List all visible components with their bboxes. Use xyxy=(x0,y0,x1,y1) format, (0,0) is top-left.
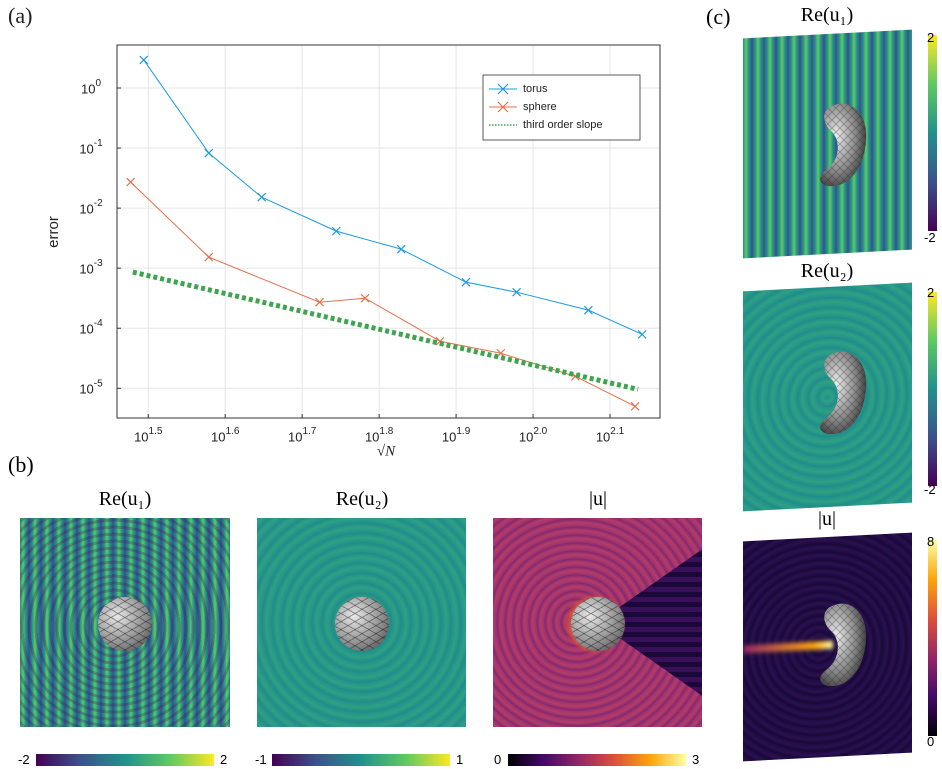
y-tick-label: 10-5 xyxy=(79,378,103,397)
field-image xyxy=(743,29,912,259)
field-image xyxy=(493,518,702,727)
data-point xyxy=(396,244,406,254)
data-point xyxy=(204,148,214,158)
data-point xyxy=(360,293,370,303)
chart: (a) error √N 101.5 101.6 101.7 101.8 101.9 10… xyxy=(8,3,661,459)
colorbar xyxy=(272,754,450,766)
series-line xyxy=(130,181,636,407)
colorbar xyxy=(928,35,937,231)
field-image xyxy=(257,518,466,727)
y-tick-label: 10-1 xyxy=(79,138,103,157)
data-point xyxy=(126,177,136,187)
y-tick-label: 10-3 xyxy=(79,258,103,277)
legend-label: torus xyxy=(523,83,548,95)
colorbar-tick-label: -1 xyxy=(255,752,267,767)
colorbar xyxy=(928,292,937,486)
legend-label: third order slope xyxy=(523,119,603,131)
colorbar-tick-label: 1 xyxy=(456,752,464,767)
plot-title: Re(u₁) xyxy=(800,4,854,26)
colorbar-tick-label: 0 xyxy=(927,734,935,749)
data-point xyxy=(461,277,471,287)
series-line xyxy=(132,269,639,392)
colorbar-tick-label: 3 xyxy=(692,752,700,767)
plot-title: |u| xyxy=(817,508,836,530)
field-image xyxy=(743,282,912,512)
colorbar-tick-label: 8 xyxy=(927,534,935,549)
data-point xyxy=(204,252,214,262)
x-tick-label: 101.7 xyxy=(288,426,317,445)
data-point xyxy=(637,329,647,339)
x-axis-label: √N xyxy=(377,443,396,459)
plot-title: Re(u₂) xyxy=(335,488,389,510)
colorbar xyxy=(928,540,937,736)
colorbar xyxy=(508,754,686,766)
field-image xyxy=(20,518,230,727)
data-point xyxy=(139,55,149,65)
panel-label: (b) xyxy=(8,452,34,477)
colorbar-tick-label: 2 xyxy=(927,285,935,300)
legend-marker xyxy=(497,83,509,95)
x-tick-label: 102.1 xyxy=(596,426,625,445)
data-point xyxy=(512,287,522,297)
y-tick-label: 10-2 xyxy=(79,198,103,217)
plot-title: Re(u₁) xyxy=(98,488,152,510)
x-tick-label: 101.9 xyxy=(442,426,471,445)
x-tick-label: 101.5 xyxy=(134,426,163,445)
plot-frame xyxy=(116,44,661,419)
colorbar-tick-label: -2 xyxy=(18,752,30,767)
colorbar-tick-label: 2 xyxy=(927,30,935,45)
data-point xyxy=(331,226,341,236)
y-axis-label: error xyxy=(45,216,62,248)
x-tick-label: 101.6 xyxy=(211,426,240,445)
data-point xyxy=(315,297,325,307)
colorbar-tick-label: 0 xyxy=(494,752,502,767)
panel-label: (c) xyxy=(706,4,731,29)
colorbar xyxy=(36,754,214,766)
legend-label: sphere xyxy=(523,101,557,113)
x-tick-label: 101.8 xyxy=(365,426,394,445)
panel-label: (a) xyxy=(8,3,32,28)
data-point xyxy=(583,305,593,315)
y-tick-label: 10-4 xyxy=(79,318,103,337)
data-point xyxy=(257,192,267,202)
plot-title: Re(u₂) xyxy=(800,260,854,282)
legend-marker xyxy=(497,101,509,113)
field-image xyxy=(743,532,912,762)
x-tick-label: 102.0 xyxy=(519,426,548,445)
y-tick-label: 100 xyxy=(81,78,101,97)
colorbar-tick-label: -2 xyxy=(924,230,936,245)
plot-title: |u| xyxy=(588,488,607,510)
colorbar-tick-label: -2 xyxy=(924,482,936,497)
data-point xyxy=(630,401,640,411)
colorbar-tick-label: 2 xyxy=(220,752,228,767)
